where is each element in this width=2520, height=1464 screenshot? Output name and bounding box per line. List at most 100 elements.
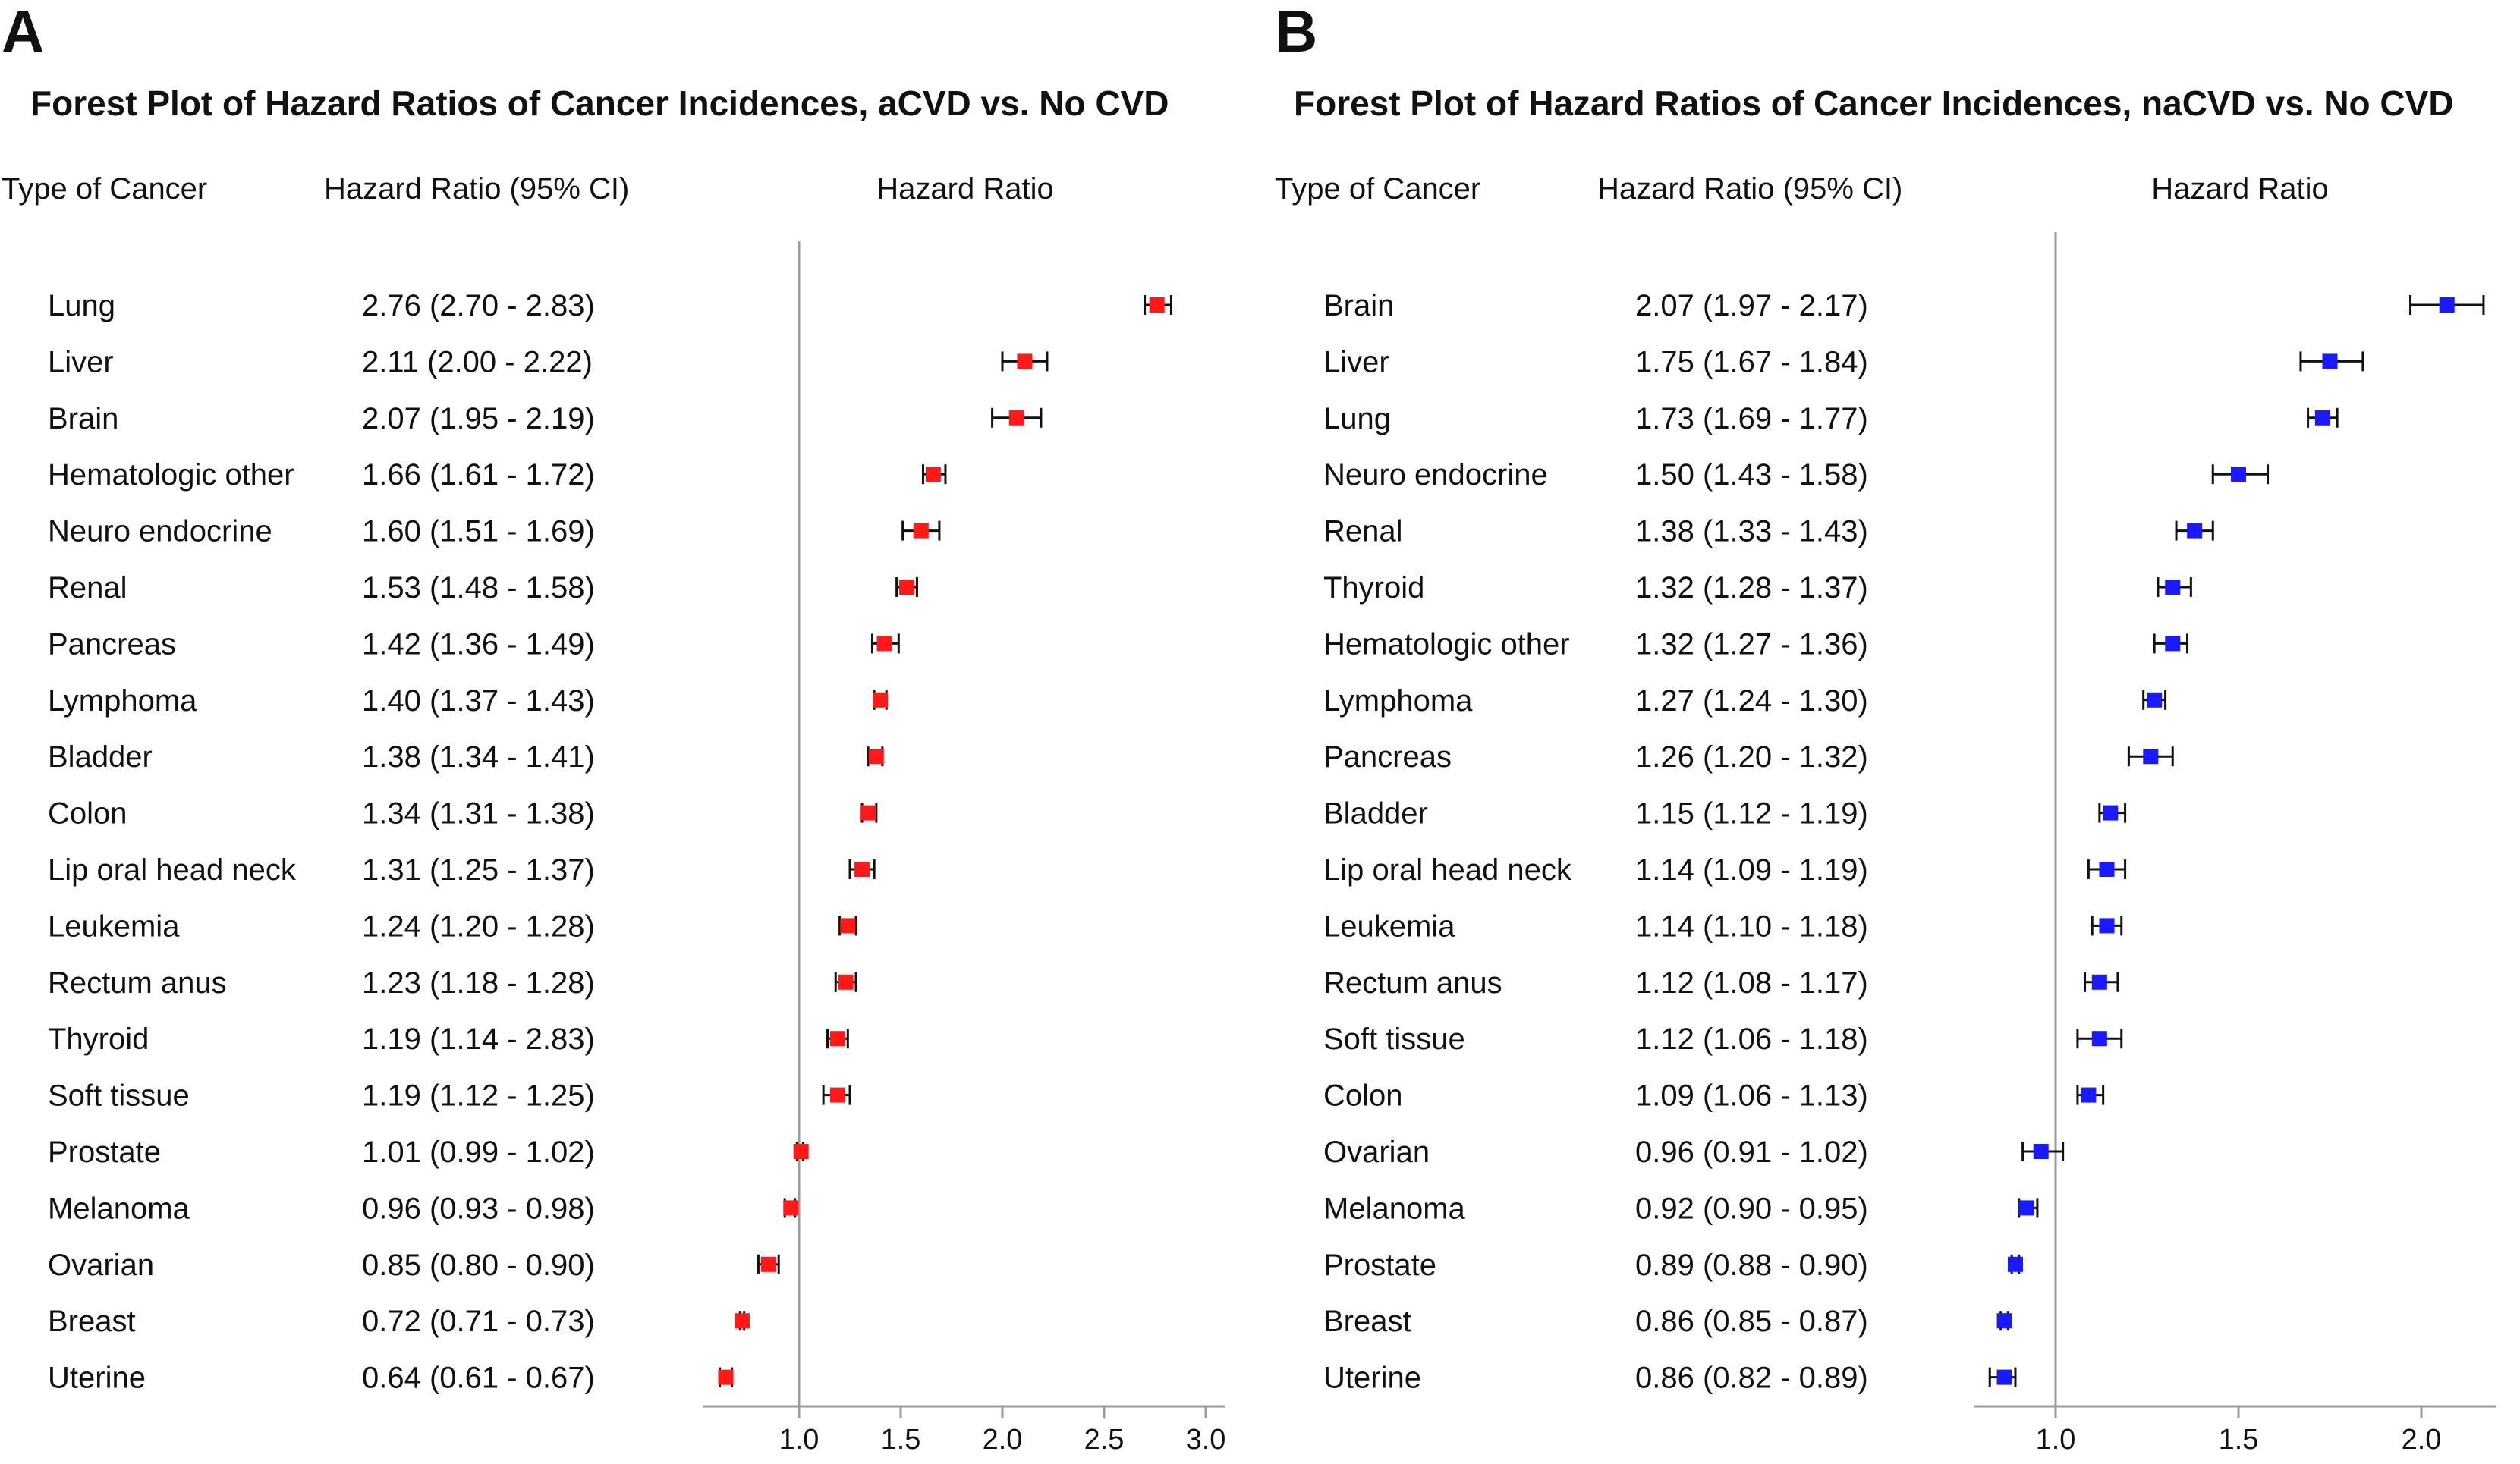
panel-b-row-ci: 1.32 (1.28 - 1.37) xyxy=(1635,571,1868,605)
panel-b-row-name: Bladder xyxy=(1323,797,1428,831)
panel-a-row-name: Neuro endocrine xyxy=(48,515,272,548)
panel-b-hr-point xyxy=(1996,1369,2012,1385)
panel-b-header-type: Type of Cancer xyxy=(1275,172,1480,206)
panel-a-row-name: Lip oral head neck xyxy=(48,853,297,887)
panel-b-row-name: Neuro endocrine xyxy=(1323,458,1548,492)
panel-a-tick-label: 2.0 xyxy=(983,1424,1023,1456)
panel-b-row-ci: 1.14 (1.10 - 1.18) xyxy=(1635,910,1868,943)
panel-a-row-name: Leukemia xyxy=(48,910,180,943)
panel-b-row-ci: 1.27 (1.24 - 1.30) xyxy=(1635,684,1868,718)
panel-b-hr-point xyxy=(2103,805,2119,821)
panel-a: A Forest Plot of Hazard Ratios of Cancer… xyxy=(2,0,1225,1456)
panel-b-row-name: Melanoma xyxy=(1323,1192,1466,1225)
panel-a-tick-label: 1.5 xyxy=(881,1424,921,1456)
panel-b-row-ci: 1.26 (1.20 - 1.32) xyxy=(1635,740,1868,774)
panel-a-row-ci: 1.23 (1.18 - 1.28) xyxy=(362,966,595,1000)
panel-a-row-ci: 1.19 (1.14 - 2.83) xyxy=(362,1023,595,1056)
panel-a-row-name: Lymphoma xyxy=(48,684,197,718)
panel-b-header-ci: Hazard Ratio (95% CI) xyxy=(1597,172,1902,206)
panel-b-hr-point xyxy=(2165,636,2181,652)
panel-b-hr-point xyxy=(2081,1087,2097,1103)
panel-b-row-name: Thyroid xyxy=(1323,571,1424,605)
panel-a-hr-point xyxy=(829,1031,845,1047)
panel-b-rows: Brain 2.07 (1.97 - 2.17) Liver 1.75 (1.67 -… xyxy=(1323,289,1868,1395)
panel-a-hr-point xyxy=(913,523,929,539)
panel-a-row-name: Soft tissue xyxy=(48,1079,190,1113)
panel-b-row-name: Hematologic other xyxy=(1323,627,1570,661)
panel-a-hr-point xyxy=(829,1087,845,1103)
panel-a-row-ci: 1.53 (1.48 - 1.58) xyxy=(362,571,595,605)
panel-b-row-ci: 1.75 (1.67 - 1.84) xyxy=(1635,345,1868,379)
panel-b-row-name: Renal xyxy=(1323,515,1403,548)
panel-b-row-ci: 1.12 (1.06 - 1.18) xyxy=(1635,1023,1868,1056)
panel-a-row-ci: 1.66 (1.61 - 1.72) xyxy=(362,458,595,492)
panel-b-row-ci: 0.92 (0.90 - 0.95) xyxy=(1635,1192,1868,1225)
panel-a-row-ci: 1.34 (1.31 - 1.38) xyxy=(362,797,595,831)
panel-b-hr-point xyxy=(2007,1256,2023,1272)
panel-a-row-ci: 1.42 (1.36 - 1.49) xyxy=(362,627,595,661)
panel-a-hr-point xyxy=(783,1200,799,1216)
panel-a-row-name: Breast xyxy=(48,1305,136,1338)
panel-a-title: Forest Plot of Hazard Ratios of Cancer I… xyxy=(30,83,1169,123)
panel-b-hr-point xyxy=(2439,297,2455,313)
panel-b-letter: B xyxy=(1275,0,1317,64)
panel-b-row-ci: 1.09 (1.06 - 1.13) xyxy=(1635,1079,1868,1113)
panel-b-row-name: Leukemia xyxy=(1323,910,1455,943)
panel-b-tick-label: 1.0 xyxy=(2036,1424,2076,1456)
panel-a-row-ci: 1.38 (1.34 - 1.41) xyxy=(362,740,595,774)
panel-b-hr-point xyxy=(1996,1313,2012,1329)
panel-b-row-name: Colon xyxy=(1323,1079,1403,1113)
panel-a-letter: A xyxy=(2,0,44,64)
panel-a-rows: Lung 2.76 (2.70 - 2.83) Liver 2.11 (2.00 - … xyxy=(48,289,595,1395)
panel-b-row-ci: 1.38 (1.33 - 1.43) xyxy=(1635,515,1868,548)
panel-a-hr-point xyxy=(734,1313,750,1329)
panel-b-row-ci: 1.15 (1.12 - 1.19) xyxy=(1635,797,1868,831)
panel-b-hr-point xyxy=(2033,1144,2049,1159)
panel-a-row-name: Lung xyxy=(48,289,115,322)
panel-a-row-ci: 0.64 (0.61 - 0.67) xyxy=(362,1362,595,1395)
panel-b-row-ci: 0.96 (0.91 - 1.02) xyxy=(1635,1136,1868,1169)
panel-b: B Forest Plot of Hazard Ratios of Cancer… xyxy=(1275,0,2496,1456)
panel-b-row-name: Uterine xyxy=(1323,1362,1421,1395)
panel-a-row-ci: 0.96 (0.93 - 0.98) xyxy=(362,1192,595,1225)
panel-a-hr-point xyxy=(838,974,854,990)
panel-a-tick-label: 1.0 xyxy=(779,1424,820,1456)
panel-a-row-name: Renal xyxy=(48,571,127,605)
panel-b-hr-point xyxy=(2091,1031,2107,1047)
panel-b-row-name: Lip oral head neck xyxy=(1323,853,1572,887)
panel-b-row-ci: 0.86 (0.82 - 0.89) xyxy=(1635,1362,1868,1395)
panel-a-hr-point xyxy=(876,636,892,652)
panel-a-row-ci: 1.60 (1.51 - 1.69) xyxy=(362,515,595,548)
panel-b-row-ci: 1.32 (1.27 - 1.36) xyxy=(1635,627,1868,661)
panel-b-row-name: Liver xyxy=(1323,345,1389,379)
panel-a-hr-point xyxy=(873,692,889,708)
panel-a-row-name: Thyroid xyxy=(48,1023,149,1056)
panel-b-row-name: Soft tissue xyxy=(1323,1023,1465,1056)
panel-a-header-type: Type of Cancer xyxy=(2,172,207,206)
panel-a-hr-point xyxy=(925,467,941,482)
panel-b-row-ci: 2.07 (1.97 - 2.17) xyxy=(1635,289,1868,322)
panel-b-hr-point xyxy=(2231,467,2246,482)
panel-a-hr-point xyxy=(899,580,915,595)
panel-a-row-ci: 1.19 (1.12 - 1.25) xyxy=(362,1079,595,1113)
panel-a-row-ci: 0.72 (0.71 - 0.73) xyxy=(362,1305,595,1338)
panel-b-row-name: Lung xyxy=(1323,402,1391,435)
panel-a-row-name: Pancreas xyxy=(48,627,176,661)
panel-b-row-ci: 1.50 (1.43 - 1.58) xyxy=(1635,458,1868,492)
panel-a-row-name: Prostate xyxy=(48,1136,161,1169)
panel-a-row-ci: 2.76 (2.70 - 2.83) xyxy=(362,289,595,322)
panel-a-hr-point xyxy=(860,805,876,821)
panel-a-hr-point xyxy=(1008,410,1024,426)
panel-b-hr-point xyxy=(2099,862,2115,877)
panel-b-row-ci: 1.14 (1.09 - 1.19) xyxy=(1635,853,1868,887)
panel-a-row-ci: 1.31 (1.25 - 1.37) xyxy=(362,853,595,887)
panel-a-header-ci: Hazard Ratio (95% CI) xyxy=(324,172,629,206)
panel-a-row-ci: 2.11 (2.00 - 2.22) xyxy=(362,345,593,379)
panel-a-row-name: Rectum anus xyxy=(48,966,227,1000)
panel-a-hr-point xyxy=(840,918,856,934)
panel-a-hr-point xyxy=(793,1144,809,1159)
panel-b-hr-point xyxy=(2147,692,2163,708)
panel-b-hr-point xyxy=(2314,410,2330,426)
panel-b-row-name: Pancreas xyxy=(1323,740,1452,774)
